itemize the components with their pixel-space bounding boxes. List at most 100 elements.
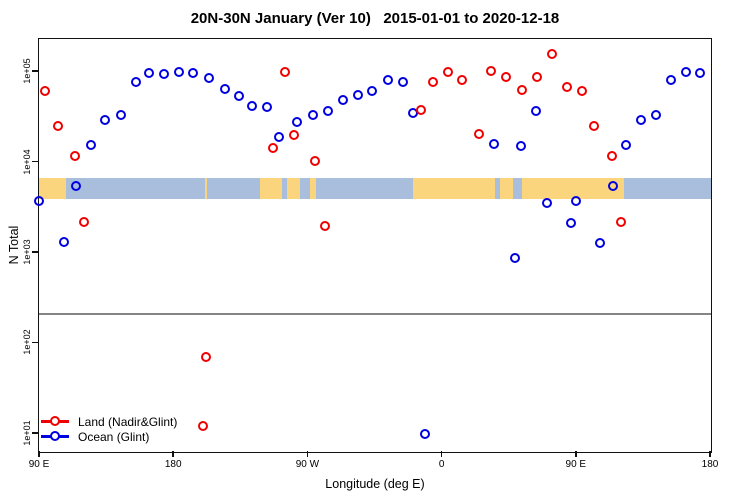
- data-point-ocean: [651, 109, 662, 120]
- data-point-land: [561, 81, 572, 92]
- land-segment: [310, 177, 317, 199]
- world-map-strip: [39, 177, 711, 199]
- x-axis-tick-label: 90 E: [565, 459, 587, 470]
- data-point-land: [517, 84, 528, 95]
- threshold-line: [39, 313, 711, 316]
- data-point-ocean: [666, 75, 677, 86]
- data-point-land: [415, 105, 426, 116]
- data-point-land: [268, 143, 279, 154]
- y-axis-tick-label: 1e+01: [22, 420, 32, 446]
- data-point-ocean: [694, 67, 705, 78]
- data-point-ocean: [397, 76, 408, 87]
- data-point-ocean: [274, 132, 285, 143]
- x-axis-tick: [306, 451, 309, 457]
- land-segment: [413, 177, 495, 199]
- x-axis-tick-label: 90 W: [295, 459, 320, 470]
- data-point-land: [320, 220, 331, 231]
- data-point-ocean: [338, 94, 349, 105]
- land-segment: [522, 177, 624, 199]
- data-point-ocean: [366, 85, 377, 96]
- data-point-land: [198, 420, 209, 431]
- land-segment: [286, 177, 300, 199]
- data-point-land: [442, 66, 453, 77]
- x-axis-tick-label: 180: [701, 459, 719, 470]
- y-axis-tick-label: 1e+03: [22, 239, 32, 265]
- data-point-land: [39, 85, 50, 96]
- data-point-ocean: [621, 140, 632, 151]
- data-point-ocean: [262, 102, 273, 113]
- data-point-ocean: [308, 109, 319, 120]
- legend-item: Land (Nadir&Glint): [41, 414, 177, 429]
- data-point-ocean: [247, 101, 258, 112]
- x-axis-tick: [440, 451, 443, 457]
- legend: Land (Nadir&Glint) Ocean (Glint): [41, 414, 177, 444]
- chart-title: 20N-30N January (Ver 10) 2015-01-01 to 2…: [190, 10, 560, 27]
- data-point-ocean: [530, 106, 541, 117]
- data-point-ocean: [323, 106, 334, 117]
- data-point-ocean: [570, 196, 581, 207]
- data-point-land: [473, 129, 484, 140]
- x-axis-tick-label: 90 E: [28, 459, 50, 470]
- data-point-ocean: [382, 75, 393, 86]
- data-point-land: [532, 71, 543, 82]
- data-point-ocean: [174, 66, 185, 77]
- data-point-ocean: [71, 181, 82, 192]
- data-point-ocean: [681, 66, 692, 77]
- x-axis-tick: [172, 451, 174, 457]
- y-axis-tick: [32, 70, 38, 72]
- data-point-ocean: [636, 115, 647, 126]
- x-axis-tick-label: 0: [438, 459, 445, 470]
- data-point-land: [606, 151, 617, 162]
- data-point-land: [280, 66, 291, 77]
- data-point-land: [78, 216, 89, 227]
- data-point-ocean: [203, 72, 214, 83]
- y-axis-tick: [32, 160, 38, 163]
- legend-marker-circle-icon: [49, 416, 60, 426]
- y-axis-tick: [32, 432, 38, 434]
- data-point-land: [457, 74, 468, 85]
- data-point-ocean: [233, 91, 244, 102]
- data-point-ocean: [353, 89, 364, 100]
- data-point-ocean: [86, 140, 97, 151]
- data-point-land: [53, 121, 64, 132]
- data-point-land: [309, 156, 320, 167]
- data-point-ocean: [59, 236, 70, 247]
- land-segment: [39, 177, 66, 199]
- data-point-land: [288, 130, 299, 141]
- x-axis-title: Longitude (deg E): [325, 477, 425, 491]
- data-point-ocean: [116, 110, 126, 121]
- data-point-ocean: [509, 253, 520, 264]
- data-point-ocean: [515, 141, 526, 152]
- data-point-land: [615, 216, 626, 227]
- data-point-land: [69, 151, 80, 162]
- legend-item: Ocean (Glint): [41, 429, 177, 444]
- data-point-ocean: [291, 117, 302, 128]
- data-point-ocean: [608, 181, 619, 192]
- y-axis-tick: [32, 251, 38, 253]
- data-point-land: [576, 85, 587, 96]
- data-point-ocean: [420, 429, 431, 440]
- data-point-ocean: [187, 67, 198, 78]
- data-point-ocean: [130, 76, 141, 87]
- data-point-ocean: [144, 67, 155, 78]
- y-axis-title: N Total: [7, 225, 21, 265]
- data-point-land: [201, 352, 211, 362]
- y-axis-tick-label: 1e+04: [22, 148, 32, 175]
- data-point-land: [500, 71, 511, 82]
- plot-area: 90 E 180 90 W 0 90 E 180 1e+05 1e+04 1e+03 1e+02 1…: [22, 38, 718, 470]
- data-point-ocean: [220, 83, 231, 94]
- data-point-ocean: [488, 138, 499, 149]
- land-segment: [259, 177, 283, 199]
- legend-label: Ocean (Glint): [78, 429, 150, 444]
- data-point-ocean: [159, 68, 170, 79]
- x-axis-tick: [575, 451, 577, 457]
- data-point-land: [427, 76, 438, 87]
- data-point-ocean: [594, 237, 605, 248]
- legend-key: [41, 431, 69, 442]
- y-axis-tick-label: 1e+02: [22, 329, 32, 356]
- data-point-land: [485, 65, 496, 76]
- land-segment: [204, 177, 208, 199]
- y-axis-tick: [32, 341, 38, 344]
- data-point-ocean: [99, 115, 110, 126]
